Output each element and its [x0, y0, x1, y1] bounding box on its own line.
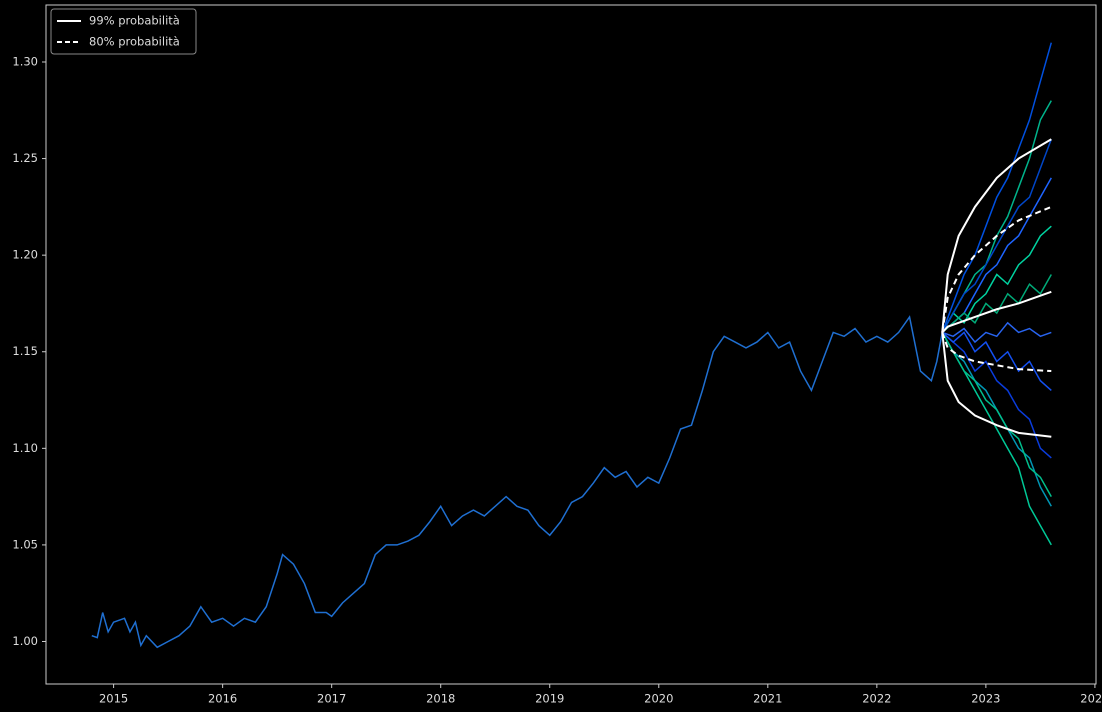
x-tick-label: 2016: [208, 692, 237, 706]
simulation-line: [941, 138, 1053, 333]
simulation-line: [941, 332, 1052, 497]
x-tick-label: 2019: [535, 692, 564, 706]
band-lower: [941, 332, 1052, 373]
y-tick-label: 1.20: [12, 248, 38, 262]
x-tick-label: 2021: [753, 692, 782, 706]
x-tick-label: 2017: [317, 692, 346, 706]
legend-box: [50, 8, 197, 55]
y-tick-label: 1.05: [12, 537, 38, 551]
x-tick-label: 2018: [426, 692, 455, 706]
y-tick-label: 1.30: [12, 54, 38, 68]
x-tick-label: 2022: [862, 692, 891, 706]
simulation-line: [941, 274, 1052, 333]
simulation-line: [941, 225, 1052, 333]
legend-label: 80% probabilità: [89, 35, 180, 49]
history-line: [91, 315, 943, 649]
y-tick-label: 1.25: [12, 151, 38, 165]
simulation-line: [941, 42, 1053, 333]
y-tick-label: 1.10: [12, 441, 38, 455]
plot-frame: [45, 4, 1097, 685]
band-upper: [941, 138, 1052, 333]
y-tick-label: 1.15: [12, 344, 38, 358]
median-line: [941, 290, 1052, 334]
y-tick-label: 1.00: [12, 634, 38, 648]
legend-label: 99% probabilità: [89, 14, 180, 28]
band-lower: [941, 332, 1052, 438]
band-upper: [941, 205, 1052, 333]
x-tick-label: 2015: [99, 692, 128, 706]
simulation-line: [942, 321, 1052, 344]
simulation-line: [941, 331, 1052, 459]
simulation-line: [941, 331, 1052, 391]
x-tick-label: 2023: [971, 692, 1000, 706]
x-tick-label: 2024: [1080, 692, 1102, 706]
x-tick-label: 2020: [644, 692, 673, 706]
